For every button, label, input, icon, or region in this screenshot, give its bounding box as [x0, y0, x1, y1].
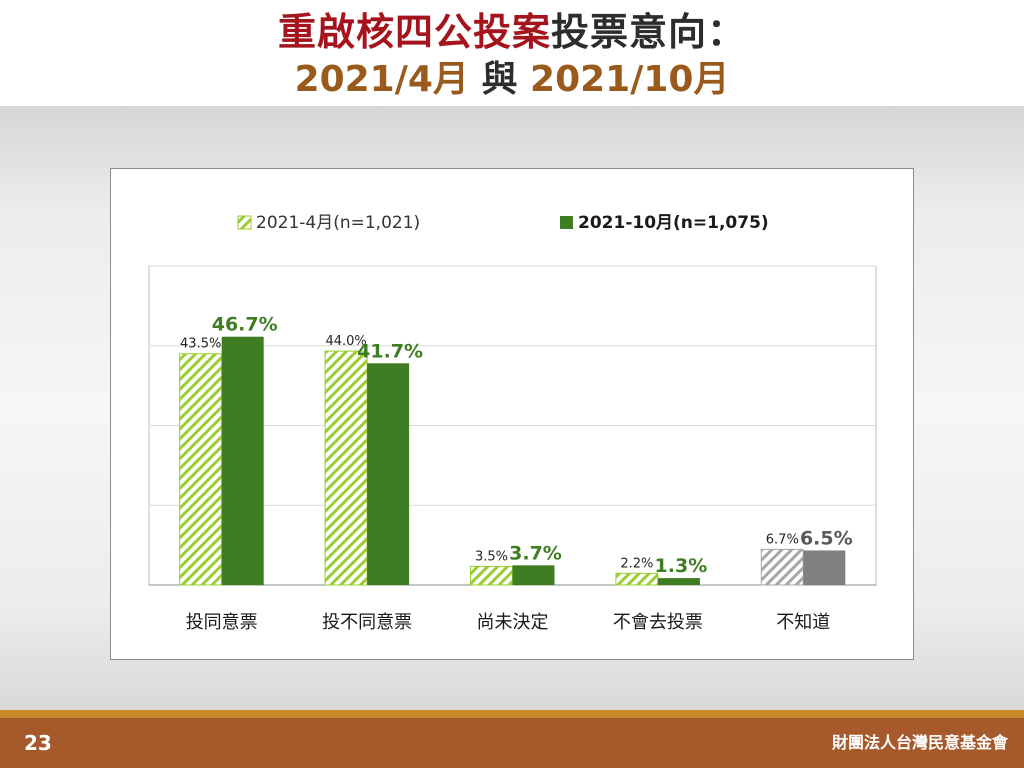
category-label: 不知道: [776, 612, 830, 633]
data-label-october: 3.7%: [509, 542, 562, 564]
legend-label-october: 2021-10月(n=1,075): [578, 213, 769, 233]
bar-april-4: [760, 548, 804, 586]
category-label: 尚未決定: [477, 612, 549, 633]
bar-chart: 2021-4月(n=1,021) 2021-10月(n=1,075) 43.5%4…: [148, 213, 877, 633]
organization-name: 財團法人台灣民意基金會: [831, 733, 1008, 752]
subtitle-date-april: 2021/4月: [294, 59, 469, 100]
chart-panel: 2021-4月(n=1,021) 2021-10月(n=1,075) 43.5% 4…: [110, 168, 914, 660]
data-label-april: 3.5%: [475, 549, 508, 564]
page-number: 23: [24, 731, 52, 755]
legend-swatch-october: [560, 216, 573, 229]
subtitle-date-october: 2021/10月: [530, 59, 730, 100]
bar-april-2: [470, 565, 513, 586]
data-label-october: 46.7%: [212, 314, 278, 336]
data-label-april: 44.0%: [325, 334, 366, 349]
footer-accent-strip: [0, 710, 1024, 718]
plot-area: 43.5%46.7% 投同意票 44.0%41.7% 投不同意票 3.5% 3.7% 尚未決…: [148, 265, 877, 633]
legend-swatch-april: [237, 215, 252, 230]
title-area: 重啟核四公投案投票意向： 2021/4月 與 2021/10月: [0, 0, 1024, 106]
slide-subtitle: 2021/4月 與 2021/10月: [0, 58, 1024, 102]
category-label: 投同意票: [186, 612, 258, 633]
data-label-april: 2.2%: [620, 556, 653, 571]
legend-label-april: 2021-4月(n=1,021): [256, 213, 420, 233]
subtitle-conjunction: 與: [468, 59, 531, 100]
slide-title-suffix: 投票意向：: [551, 10, 747, 54]
bar-october-0: [221, 336, 264, 585]
data-label-april: 6.7%: [766, 532, 799, 547]
data-label-october: 1.3%: [655, 555, 708, 577]
footer-bar: 23 財團法人台灣民意基金會: [0, 718, 1024, 768]
bar-april-1: [324, 350, 368, 586]
slide-title: 重啟核四公投案投票意向：: [0, 10, 1024, 54]
data-label-october: 6.5%: [800, 527, 853, 549]
bar-october-4: [803, 550, 846, 585]
bar-april-0: [179, 353, 223, 586]
chart-legend: 2021-4月(n=1,021) 2021-10月(n=1,075): [237, 213, 769, 233]
category-label: 投不同意票: [322, 612, 412, 633]
category-label: 不會去投票: [613, 612, 703, 633]
bar-october-3: [657, 578, 700, 585]
data-label-october: 41.7%: [357, 340, 423, 362]
data-label-april: 43.5%: [180, 337, 221, 352]
bar-april-3: [615, 572, 659, 586]
slide-title-topic: 重啟核四公投案: [277, 10, 551, 54]
bar-october-2: [512, 565, 555, 585]
bar-october-1: [367, 363, 410, 585]
